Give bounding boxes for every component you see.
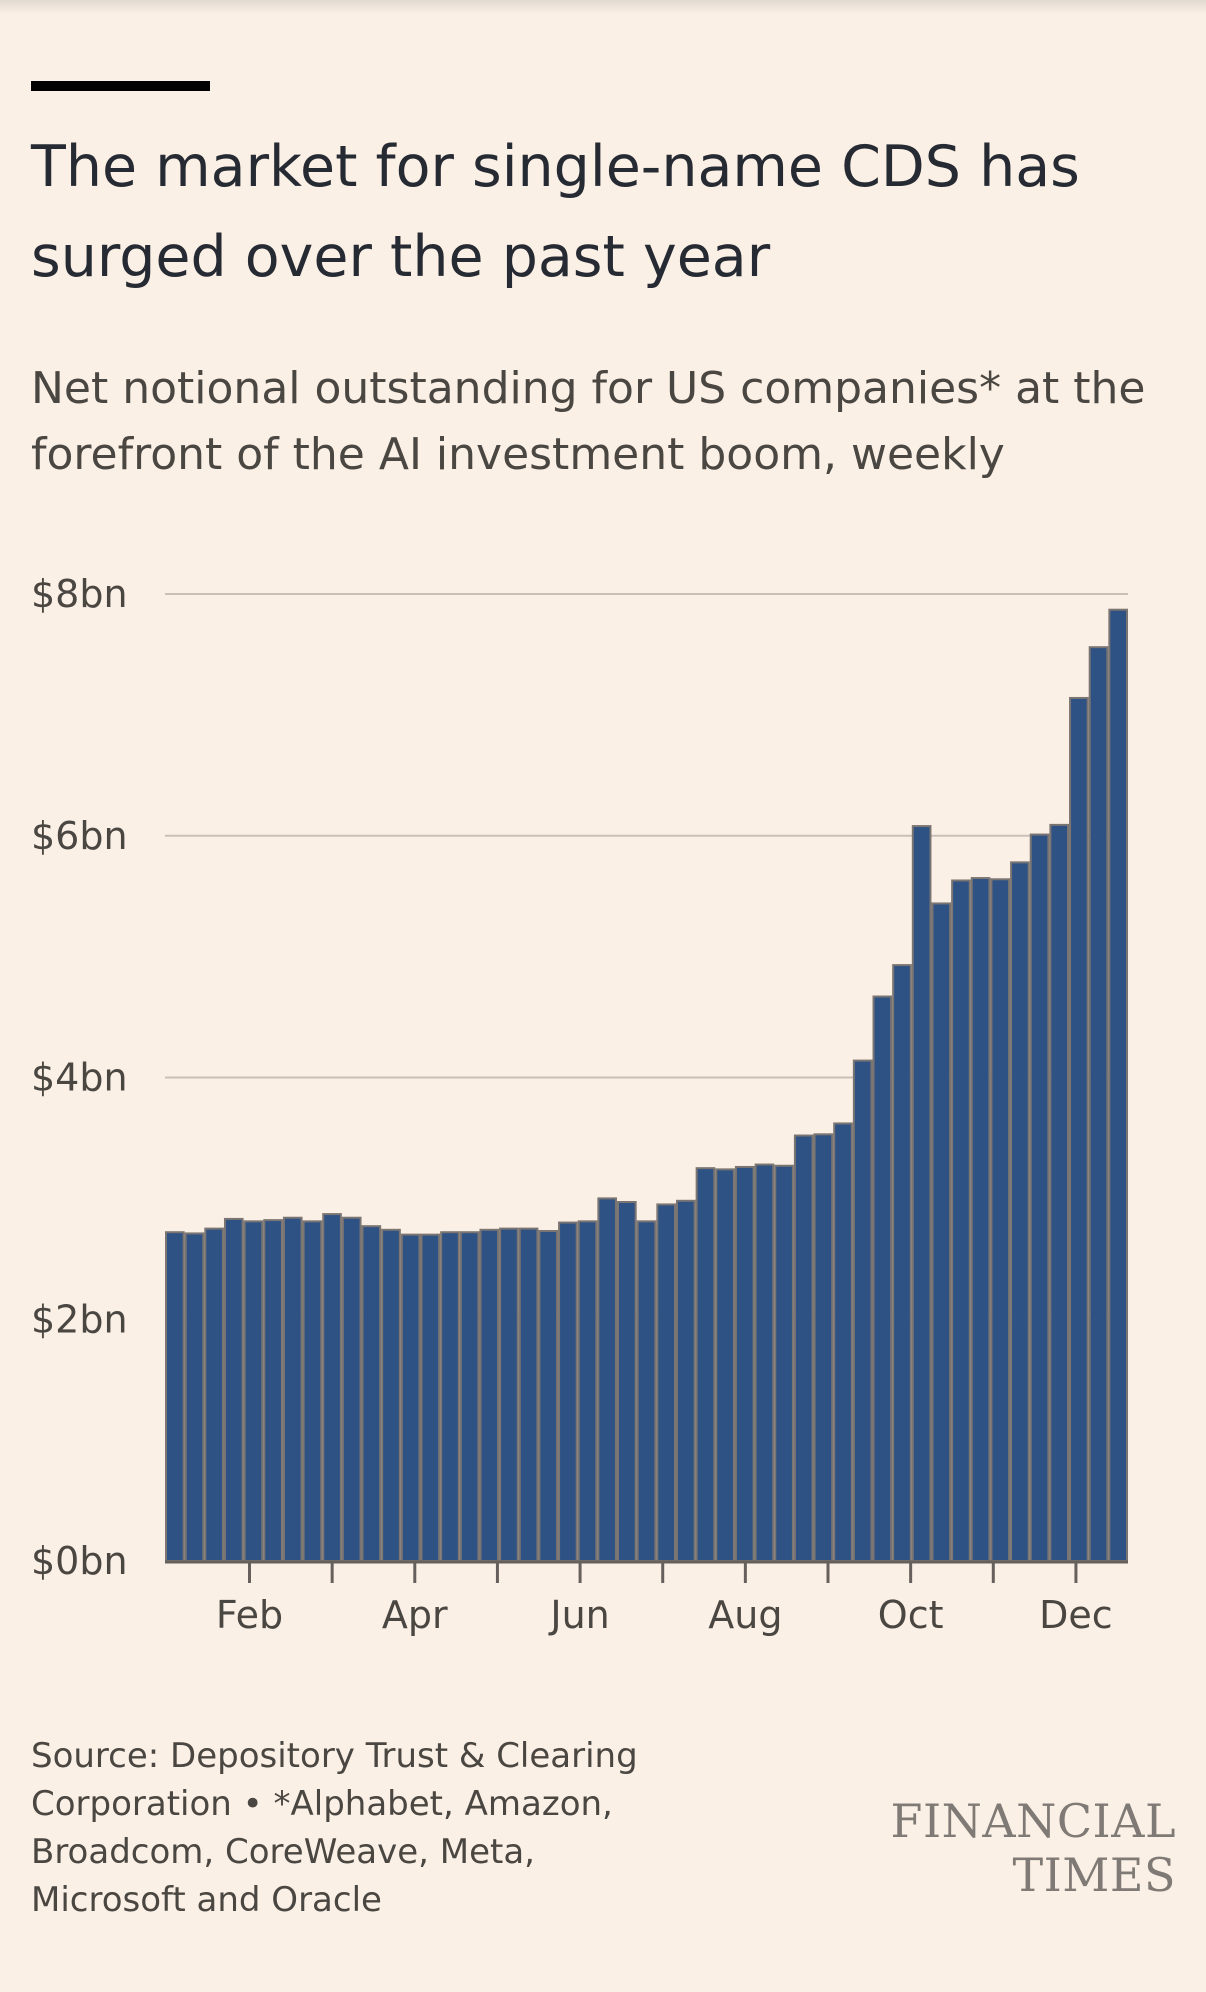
bar bbox=[341, 1216, 362, 1563]
bar-chart: $0bn $2bn $4bn $6bn $8bn Feb Apr Jun Aug Oct Dec bbox=[31, 572, 1128, 1637]
bar bbox=[518, 1227, 539, 1562]
bar bbox=[1010, 861, 1030, 1562]
bar bbox=[1069, 696, 1089, 1562]
bar bbox=[656, 1203, 676, 1562]
bar bbox=[852, 1059, 873, 1562]
bar bbox=[322, 1213, 342, 1562]
x-tick-label: Apr bbox=[382, 1593, 448, 1637]
bar bbox=[459, 1231, 480, 1562]
bar bbox=[1029, 833, 1050, 1562]
bar bbox=[538, 1230, 559, 1562]
x-axis: Feb Apr Jun Aug Oct Dec bbox=[165, 1560, 1128, 1637]
y-tick-label: $2bn bbox=[31, 1297, 128, 1341]
x-tick-label: Dec bbox=[1039, 1593, 1113, 1637]
bar bbox=[440, 1231, 460, 1562]
bar bbox=[1108, 608, 1128, 1563]
bar bbox=[617, 1201, 637, 1562]
ft-logo: FINANCIAL TIMES bbox=[890, 1794, 1176, 1902]
y-tick-label: $8bn bbox=[31, 572, 128, 616]
x-tick-label: Oct bbox=[878, 1593, 944, 1637]
source-note: Source: Depository Trust & Clearing Corp… bbox=[31, 1736, 638, 1920]
bar bbox=[1088, 646, 1109, 1562]
bar bbox=[263, 1219, 283, 1562]
bar bbox=[931, 902, 952, 1562]
bar bbox=[695, 1167, 716, 1562]
bar bbox=[184, 1232, 205, 1563]
y-tick-label: $4bn bbox=[31, 1056, 128, 1100]
bar bbox=[793, 1134, 814, 1563]
x-tick-label: Jun bbox=[548, 1593, 609, 1637]
bar bbox=[499, 1227, 519, 1562]
y-tick-label: $0bn bbox=[31, 1539, 128, 1583]
bar bbox=[597, 1197, 618, 1562]
x-tick-label: Aug bbox=[708, 1593, 782, 1637]
bar bbox=[911, 825, 932, 1562]
bar bbox=[223, 1217, 244, 1563]
bar bbox=[361, 1225, 382, 1563]
bar bbox=[577, 1220, 598, 1562]
top-shadow bbox=[0, 0, 1206, 14]
bar bbox=[774, 1164, 794, 1563]
y-axis-labels: $0bn $2bn $4bn $6bn $8bn bbox=[31, 572, 128, 1583]
bar bbox=[734, 1165, 755, 1562]
bar bbox=[813, 1133, 834, 1563]
bar bbox=[381, 1228, 401, 1562]
bar bbox=[558, 1221, 578, 1562]
bar bbox=[479, 1228, 500, 1562]
bar bbox=[420, 1233, 441, 1562]
bar bbox=[833, 1122, 853, 1562]
chart-subtitle: Net notional outstanding for US companie… bbox=[31, 363, 1146, 480]
bar bbox=[892, 964, 912, 1562]
bar bbox=[754, 1163, 775, 1563]
bar bbox=[204, 1227, 224, 1562]
bar bbox=[282, 1216, 303, 1563]
y-tick-label: $6bn bbox=[31, 814, 128, 858]
bar bbox=[675, 1199, 696, 1562]
chart-title: The market for single-name CDS has surge… bbox=[31, 134, 1080, 290]
bar bbox=[400, 1233, 421, 1562]
bar bbox=[715, 1168, 735, 1562]
bar bbox=[951, 879, 971, 1562]
bar bbox=[165, 1231, 185, 1562]
bar bbox=[970, 877, 991, 1562]
bar bbox=[990, 878, 1011, 1562]
bar bbox=[636, 1220, 657, 1562]
bar bbox=[243, 1220, 264, 1562]
x-tick-label: Feb bbox=[216, 1593, 283, 1637]
bars bbox=[165, 608, 1128, 1563]
bar bbox=[1049, 823, 1070, 1562]
bar bbox=[872, 995, 893, 1563]
bar bbox=[302, 1220, 323, 1562]
header-rule bbox=[31, 81, 210, 91]
